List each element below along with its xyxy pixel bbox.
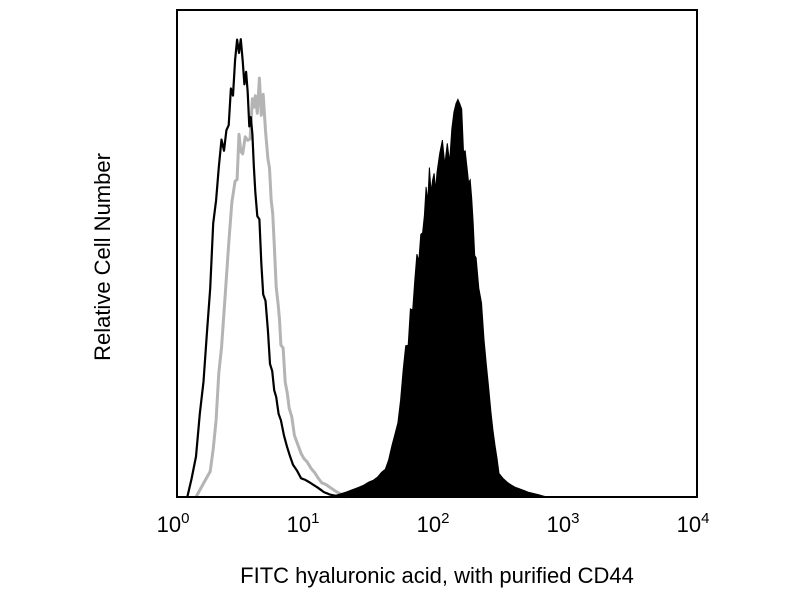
- plot-frame: [176, 9, 698, 498]
- x-axis-label: FITC hyaluronic acid, with purified CD44: [240, 563, 634, 588]
- x-axis-tick-labels: 100 101 102 103 104: [157, 510, 710, 537]
- y-axis-label: Relative Cell Number: [90, 153, 115, 361]
- histogram-filled-black: [329, 98, 548, 498]
- x-tick-label: 100: [157, 510, 190, 537]
- x-tick-label: 101: [287, 510, 320, 537]
- x-tick-label: 104: [677, 510, 710, 537]
- histogram-outline-gray: [194, 76, 347, 499]
- x-tick-label: 102: [417, 510, 450, 537]
- histogram-outline-black: [186, 38, 347, 499]
- plot-series-layer: [186, 38, 548, 499]
- x-tick-label: 103: [547, 510, 580, 537]
